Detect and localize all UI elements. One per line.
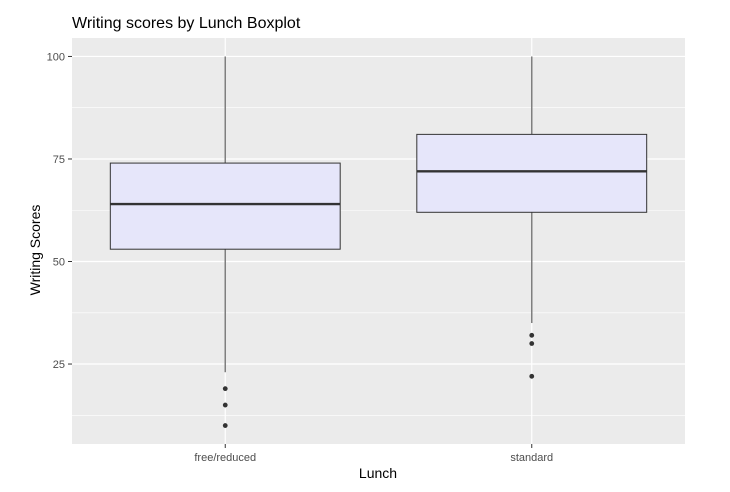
box-1	[109, 56, 341, 428]
outlier-point	[222, 386, 228, 392]
chart-title: Writing scores by Lunch Boxplot	[72, 15, 301, 32]
x-tick-label: standard	[510, 452, 553, 464]
x-axis: free/reduced standard	[194, 444, 553, 464]
iqr-box	[109, 162, 341, 250]
boxes	[109, 56, 648, 428]
iqr-box	[416, 133, 648, 213]
outlier-point	[222, 423, 228, 428]
outlier-point	[529, 332, 535, 338]
y-axis-title: Writing Scores	[27, 205, 43, 296]
y-tick-label: 100	[47, 51, 65, 63]
x-axis-title: Lunch	[359, 465, 397, 481]
y-tick-label: 50	[53, 257, 65, 269]
outlier-point	[222, 402, 228, 408]
box-2	[416, 56, 648, 379]
x-tick-label: free/reduced	[194, 452, 256, 464]
y-tick-label: 75	[53, 154, 65, 166]
outlier-point	[529, 341, 535, 346]
outlier-point	[529, 373, 535, 379]
y-axis: 25 50 75 100	[47, 51, 72, 371]
y-tick-label: 25	[53, 359, 65, 371]
